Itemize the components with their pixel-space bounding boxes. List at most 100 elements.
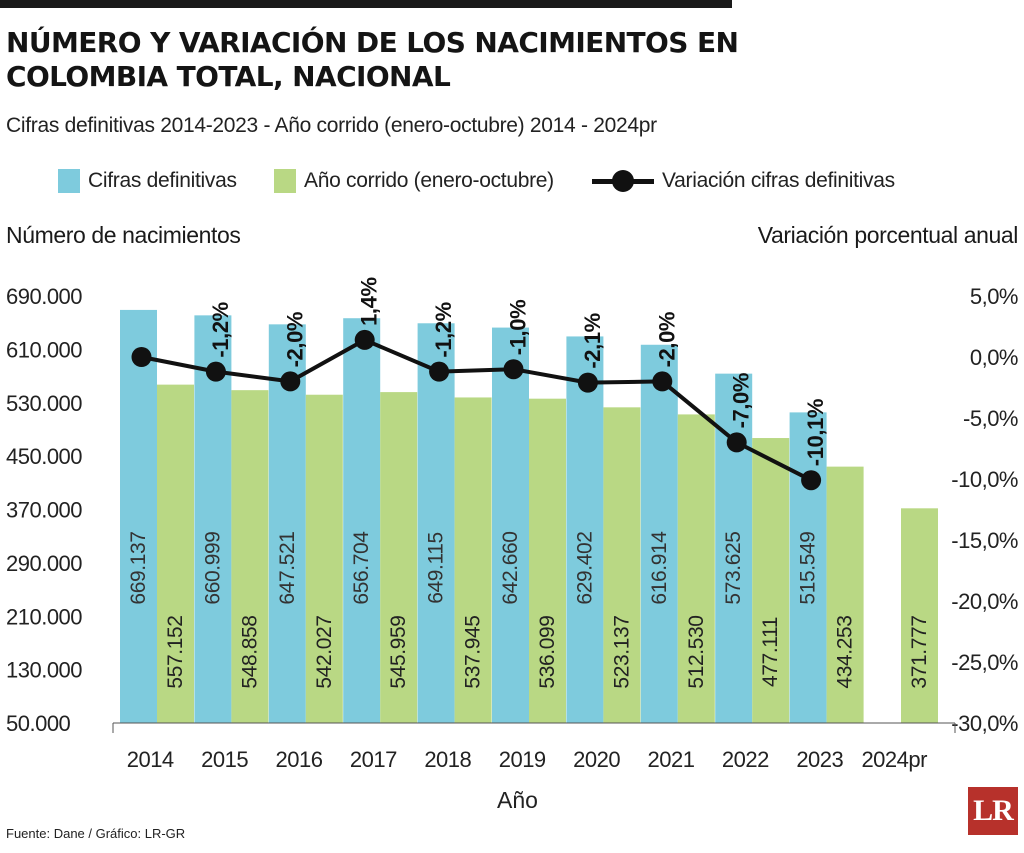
legend-item-variacion: Variación cifras definitivas xyxy=(592,164,895,198)
bar-label-corrido: 537.945 xyxy=(462,615,485,688)
y-tick-label: 50.000 xyxy=(6,711,71,736)
y2-tick-label: -25,0% xyxy=(951,650,1018,675)
y2-tick-label: -15,0% xyxy=(951,528,1018,553)
bar-label-corrido: 434.253 xyxy=(834,615,857,688)
bar-corrido xyxy=(826,466,864,723)
legend-item-definitivas: Cifras definitivas xyxy=(58,164,237,198)
x-tick-label: 2021 xyxy=(648,747,695,772)
source-note: Fuente: Dane / Gráfico: LR-GR xyxy=(6,826,186,841)
bar-label-corrido: 548.858 xyxy=(238,615,261,688)
variation-point xyxy=(726,432,747,453)
bar-label-corrido: 523.137 xyxy=(610,615,633,688)
variation-label: -2,0% xyxy=(282,312,307,367)
bar-label-corrido: 371.777 xyxy=(908,615,931,688)
bar-label-definitivas: 656.704 xyxy=(350,531,373,605)
variation-label: -1,0% xyxy=(506,300,531,355)
bar-label-definitivas: 629.402 xyxy=(573,531,596,604)
y-tick-label: 130.000 xyxy=(6,658,82,683)
bar-definitivas xyxy=(640,344,678,723)
x-tick-label: 2022 xyxy=(722,747,769,772)
bar-label-definitivas: 642.660 xyxy=(499,531,522,604)
bar-corrido xyxy=(529,398,566,723)
legend-item-corrido: Año corrido (enero-octubre) xyxy=(274,164,554,198)
y2-tick-label: -10,0% xyxy=(951,467,1018,492)
y-tick-label: 690.000 xyxy=(6,284,82,309)
x-tick-label: 2020 xyxy=(573,747,620,772)
y2-tick-label: 5,0% xyxy=(970,284,1018,309)
x-tick-label: 2015 xyxy=(201,747,248,772)
bar-definitivas xyxy=(789,412,827,723)
bar-corrido xyxy=(157,384,194,723)
y-tick-label: 370.000 xyxy=(6,498,82,523)
y2-tick-label: 0,0% xyxy=(970,345,1018,370)
variation-label: -10,1% xyxy=(803,399,828,466)
bar-definitivas xyxy=(120,309,157,723)
variation-label: -1,2% xyxy=(208,302,233,357)
x-tick-label: 2014 xyxy=(127,747,174,772)
variation-point xyxy=(503,359,524,380)
variation-point xyxy=(801,470,822,491)
top-rule xyxy=(0,0,732,8)
bar-label-corrido: 512.530 xyxy=(685,615,708,688)
y-tick-label: 210.000 xyxy=(6,604,82,629)
legend: Cifras definitivas Año corrido (enero-oc… xyxy=(0,164,1024,200)
legend-label-corrido: Año corrido (enero-octubre) xyxy=(304,169,554,192)
bar-label-definitivas: 647.521 xyxy=(276,531,299,604)
variation-point xyxy=(280,371,301,392)
bar-label-definitivas: 616.914 xyxy=(648,531,671,605)
bar-definitivas xyxy=(417,323,455,723)
y2-tick-label: -30,0% xyxy=(951,711,1018,736)
variation-label: -2,0% xyxy=(654,312,679,367)
bar-label-definitivas: 649.115 xyxy=(425,532,448,604)
x-tick-label: 2017 xyxy=(350,747,397,772)
bar-corrido xyxy=(380,392,418,723)
bar-definitivas xyxy=(194,315,232,723)
chart-subtitle: Cifras definitivas 2014-2023 - Año corri… xyxy=(6,114,657,137)
variation-point xyxy=(429,361,450,382)
variation-label: -1,2% xyxy=(431,302,456,357)
bar-label-corrido: 545.959 xyxy=(387,615,410,688)
x-tick-label: 2019 xyxy=(499,747,546,772)
variation-line xyxy=(141,337,813,483)
variation-point xyxy=(354,329,375,350)
bar-label-definitivas: 660.999 xyxy=(201,531,224,604)
bar-label-corrido: 542.027 xyxy=(313,615,336,688)
bar-corrido xyxy=(752,438,790,723)
bar-label-definitivas: 515.549 xyxy=(797,531,820,604)
bar-label-definitivas: 669.137 xyxy=(127,531,150,604)
y-tick-label: 610.000 xyxy=(6,337,82,362)
variation-label: -7,0% xyxy=(729,373,754,428)
chart-title: NÚMERO Y VARIACIÓN DE LOS NACIMIENTOS EN… xyxy=(6,26,739,93)
variation-label: -2,1% xyxy=(580,313,605,368)
bar-label-corrido: 536.099 xyxy=(536,615,559,688)
bar-corrido xyxy=(231,390,269,723)
bar-corrido xyxy=(305,394,343,723)
y2-tick-label: -20,0% xyxy=(951,589,1018,614)
bar-definitivas xyxy=(343,318,381,723)
variation-point xyxy=(652,371,673,392)
legend-swatch-definitivas xyxy=(58,169,80,193)
bar-corrido xyxy=(677,414,715,723)
lr-logo: LR xyxy=(968,787,1018,835)
y-tick-label: 530.000 xyxy=(6,391,82,416)
bar-definitivas xyxy=(566,336,604,723)
variation-point xyxy=(577,372,598,393)
bar-corrido xyxy=(603,407,641,723)
legend-line-variacion xyxy=(592,169,654,193)
legend-swatch-corrido xyxy=(274,169,296,193)
bar-corrido xyxy=(901,508,938,723)
bar-label-corrido: 477.111 xyxy=(759,617,782,687)
x-tick-label: 2016 xyxy=(276,747,323,772)
variation-label: 1,4% xyxy=(357,277,382,326)
y2-tick-label: -5,0% xyxy=(963,406,1018,431)
legend-label-definitivas: Cifras definitivas xyxy=(88,169,237,192)
legend-label-variacion: Variación cifras definitivas xyxy=(662,169,895,192)
bar-label-corrido: 557.152 xyxy=(164,615,187,688)
y-tick-label: 450.000 xyxy=(6,444,82,469)
variation-point xyxy=(205,361,226,382)
bar-label-definitivas: 573.625 xyxy=(722,531,745,604)
y-axis-title: Número de nacimientos xyxy=(6,222,241,248)
x-tick-label: 2024pr xyxy=(861,747,927,772)
variation-point xyxy=(131,347,152,367)
